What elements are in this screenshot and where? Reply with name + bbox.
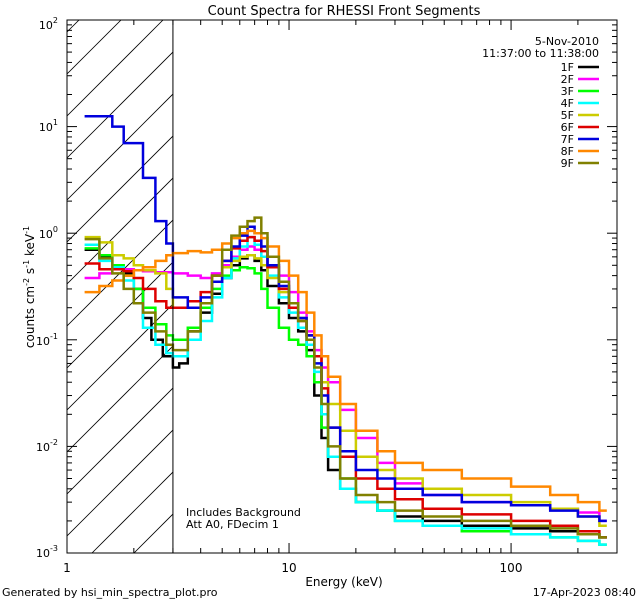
y-tick-label: 10-3 [36, 544, 58, 560]
annotation-background: Includes Background [186, 506, 301, 519]
x-tick-labels: 1 10 100 [63, 561, 522, 575]
hatch-line [67, 93, 173, 201]
series-line-9F [84, 216, 607, 539]
y-tick-label: 102 [39, 16, 58, 32]
series-line-5F [84, 235, 607, 528]
legend-label: 4F [561, 97, 574, 110]
axis-ticks [66, 19, 618, 554]
hatch-line [67, 261, 173, 369]
hatch-line [67, 177, 173, 285]
x-tick-label: 100 [500, 561, 523, 575]
timestamp-label: 17-Apr-2023 08:40 [533, 586, 636, 599]
series-line-3F [84, 247, 607, 546]
legend-label: 2F [561, 73, 574, 86]
hatch-line [67, 429, 173, 537]
legend-label: 9F [561, 157, 574, 170]
legend-label: 7F [561, 133, 574, 146]
x-axis-label: Energy (keV) [305, 575, 382, 589]
series-line-6F [84, 235, 607, 539]
y-tick-labels: 10-3 10-2 10-1 100 101 102 [36, 16, 58, 560]
y-tick-label: 101 [39, 118, 58, 134]
hatch-line [67, 135, 173, 243]
series-layer [84, 115, 607, 546]
series-line-4F [84, 235, 607, 546]
hatch-line [67, 303, 173, 411]
y-tick-label: 10-1 [36, 332, 58, 348]
y-axis-label: counts cm-2 s-1 keV-1 [22, 226, 37, 348]
y-tick-label: 100 [39, 225, 58, 241]
annotation-attenuator: Att A0, FDecim 1 [186, 518, 279, 531]
hatch-line [67, 387, 173, 495]
generated-by-label: Generated by hsi_min_spectra_plot.pro [2, 586, 218, 599]
hatch-line [67, 51, 173, 159]
chart-title: Count Spectra for RHESSI Front Segments [208, 4, 481, 19]
x-tick-label: 1 [63, 561, 71, 575]
time-range-label: 11:37:00 to 11:38:00 [482, 47, 599, 60]
hatch-line [91, 471, 173, 553]
series-line-1F [84, 248, 607, 539]
series-line-7F [84, 115, 607, 523]
y-tick-label: 10-2 [36, 438, 58, 454]
legend-label: 8F [561, 145, 574, 158]
plot-frame [66, 19, 618, 554]
date-label: 5-Nov-2010 [535, 35, 599, 48]
legend-label: 3F [561, 85, 574, 98]
legend-label: 5F [561, 109, 574, 122]
hatch-line [133, 513, 173, 553]
x-tick-label: 10 [281, 561, 296, 575]
legend-label: 6F [561, 121, 574, 134]
legend-label: 1F [561, 61, 574, 74]
hatch-line [67, 345, 173, 453]
